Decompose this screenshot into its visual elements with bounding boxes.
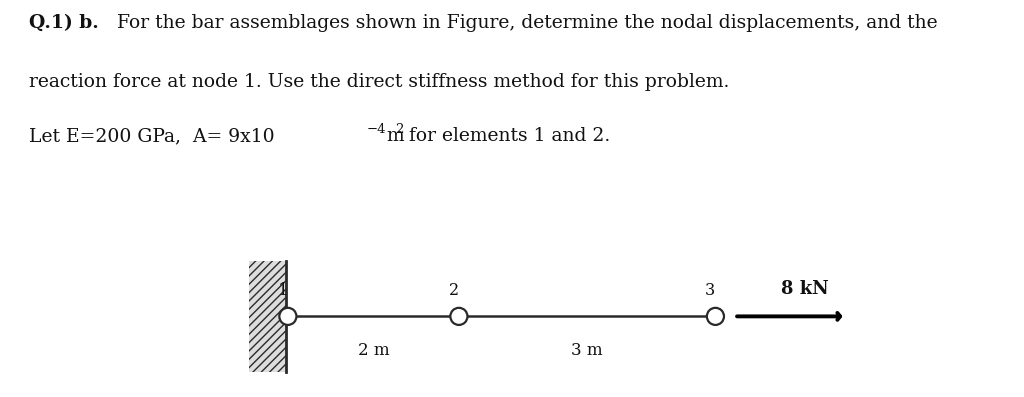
Text: 3 m: 3 m — [571, 342, 603, 359]
Circle shape — [451, 308, 467, 325]
Text: 3: 3 — [706, 282, 716, 299]
Text: Q.1) b.: Q.1) b. — [29, 14, 98, 32]
Text: Let E=200 GPa,  A= 9x10: Let E=200 GPa, A= 9x10 — [29, 127, 274, 145]
Text: 2: 2 — [395, 123, 403, 136]
Circle shape — [707, 308, 724, 325]
Text: 2 m: 2 m — [357, 342, 389, 359]
Text: 8 kN: 8 kN — [781, 279, 829, 298]
Text: −4: −4 — [367, 123, 386, 136]
Text: m: m — [381, 127, 404, 145]
Text: For the bar assemblages shown in Figure, determine the nodal displacements, and : For the bar assemblages shown in Figure,… — [111, 14, 937, 32]
Text: 1: 1 — [278, 282, 288, 299]
Text: for elements 1 and 2.: for elements 1 and 2. — [403, 127, 610, 145]
Text: 2: 2 — [449, 282, 459, 299]
Circle shape — [280, 308, 296, 325]
Text: reaction force at node 1. Use the direct stiffness method for this problem.: reaction force at node 1. Use the direct… — [29, 73, 729, 91]
Bar — [250, 261, 286, 372]
